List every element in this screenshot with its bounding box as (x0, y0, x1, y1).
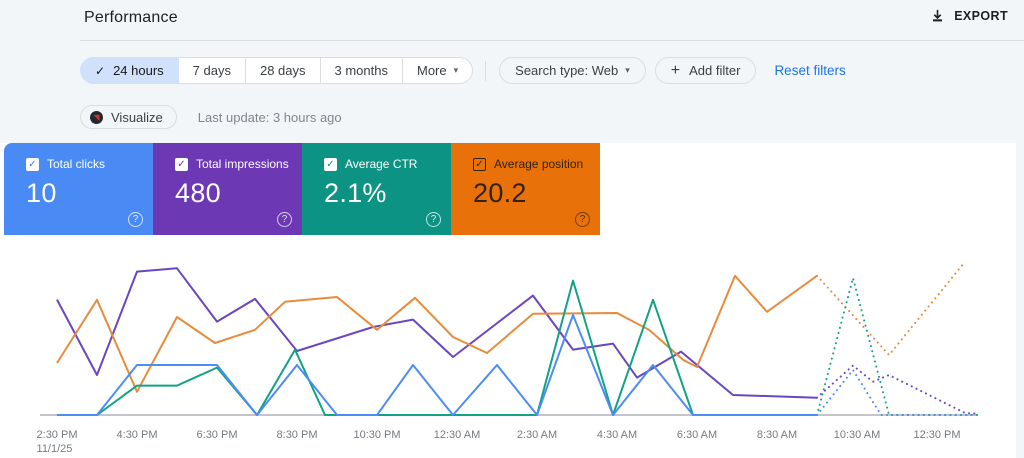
check-icon: ✓ (326, 158, 335, 170)
performance-chart (0, 235, 1024, 425)
x-tick: 6:30 PM (196, 429, 238, 441)
x-axis: 2:30 PM 11/1/25 4:30 PM 6:30 PM 8:30 PM 10:30… (0, 425, 1024, 458)
right-gutter (1016, 143, 1024, 458)
x-tick: 12:30 AM (433, 429, 481, 441)
x-tick-date: 11/1/25 (36, 443, 73, 455)
page-title: Performance (84, 9, 178, 26)
help-icon[interactable]: ? (128, 212, 143, 227)
x-tick: 2:30 AM (516, 429, 558, 441)
metric-value: 480 (175, 178, 221, 208)
x-tick: 2:30 PM 11/1/25 (36, 429, 78, 455)
metric-checkbox[interactable]: ✓ (473, 157, 486, 171)
export-button[interactable]: EXPORT (930, 8, 1008, 23)
x-tick: 8:30 AM (756, 429, 798, 441)
metric-value: 2.1% (324, 178, 387, 208)
tab-7-days[interactable]: 7 days (177, 57, 246, 84)
metric-checkbox[interactable]: ✓ (324, 157, 337, 171)
visualize-label: Visualize (111, 109, 163, 125)
x-tick: 8:30 PM (276, 429, 318, 441)
performance-panel: ✓ Total clicks 10 ? ✓ Total impressions … (0, 143, 1024, 458)
export-label: EXPORT (954, 8, 1008, 23)
metric-label: Total impressions (196, 157, 289, 171)
series-total-clicks-dotted (816, 369, 978, 416)
x-tick: 4:30 PM (116, 429, 158, 441)
card-average-ctr[interactable]: ✓ Average CTR 2.1% ? (302, 143, 451, 235)
card-average-position[interactable]: ✓ Average position 20.2 ? (451, 143, 600, 235)
metric-label: Average CTR (345, 157, 418, 171)
last-update-text: Last update: 3 hours ago (197, 109, 342, 125)
tab-3-months[interactable]: 3 months (319, 57, 403, 84)
metric-label: Total clicks (47, 157, 106, 171)
series-total-clicks (57, 314, 817, 416)
search-type-label: Search type: Web (515, 63, 619, 78)
visualize-button[interactable]: ◥ Visualize (80, 105, 177, 129)
tab-label: More (417, 63, 447, 78)
chevron-down-icon: ▾ (625, 65, 630, 75)
x-tick: 10:30 AM (833, 429, 881, 441)
metric-value: 20.2 (473, 178, 527, 208)
check-icon: ✓ (28, 158, 37, 170)
tab-label: 28 days (259, 63, 306, 78)
tab-28-days[interactable]: 28 days (244, 57, 321, 84)
filter-bar: ✓ 24 hours 7 days 28 days 3 months More … (80, 57, 846, 84)
visualize-row: ◥ Visualize Last update: 3 hours ago (80, 105, 342, 129)
add-filter-button[interactable]: + Add filter (654, 57, 757, 84)
tab-label: 24 hours (113, 63, 164, 78)
check-icon: ✓ (177, 158, 186, 170)
help-icon[interactable]: ? (575, 212, 590, 227)
series-average-position-dotted (816, 260, 966, 356)
add-filter-label: Add filter (689, 63, 741, 78)
check-icon: ✓ (475, 158, 484, 170)
help-icon[interactable]: ? (426, 212, 441, 227)
tab-more-dropdown[interactable]: More ▾ (402, 57, 474, 84)
tab-label: 7 days (192, 63, 231, 78)
looker-studio-icon: ◥ (90, 110, 103, 124)
x-tick: 10:30 PM (353, 429, 401, 441)
check-icon: ✓ (95, 63, 106, 78)
chevron-down-icon: ▾ (453, 65, 459, 75)
header: Performance EXPORT ✓ 24 hours 7 days 28 … (0, 0, 1024, 143)
card-total-impressions[interactable]: ✓ Total impressions 480 ? (153, 143, 302, 235)
series-total-impressions (56, 267, 818, 399)
series-average-position (56, 274, 818, 393)
card-total-clicks[interactable]: ✓ Total clicks 10 ? (4, 143, 153, 235)
x-tick: 12:30 PM (913, 429, 961, 441)
header-divider (80, 40, 1024, 41)
tab-24-hours[interactable]: ✓ 24 hours (80, 57, 179, 84)
x-tick: 6:30 AM (676, 429, 718, 441)
metric-cards: ✓ Total clicks 10 ? ✓ Total impressions … (4, 143, 600, 235)
reset-filters-link[interactable]: Reset filters (774, 63, 846, 78)
plus-icon: + (670, 61, 681, 79)
metric-checkbox[interactable]: ✓ (26, 157, 39, 171)
metric-checkbox[interactable]: ✓ (175, 157, 188, 171)
x-tick: 4:30 AM (596, 429, 638, 441)
chart-canvas (40, 260, 978, 416)
metric-value: 10 (26, 178, 57, 208)
search-type-dropdown[interactable]: Search type: Web ▾ (499, 57, 646, 84)
download-icon (930, 8, 945, 23)
series-average-ctr-dotted (816, 277, 978, 416)
vertical-divider (485, 60, 487, 81)
help-icon[interactable]: ? (277, 212, 292, 227)
metric-label: Average position (494, 157, 584, 171)
date-range-tabs: ✓ 24 hours 7 days 28 days 3 months More … (80, 57, 474, 84)
tab-label: 3 months (334, 63, 388, 78)
series-total-impressions-dotted (816, 364, 978, 415)
